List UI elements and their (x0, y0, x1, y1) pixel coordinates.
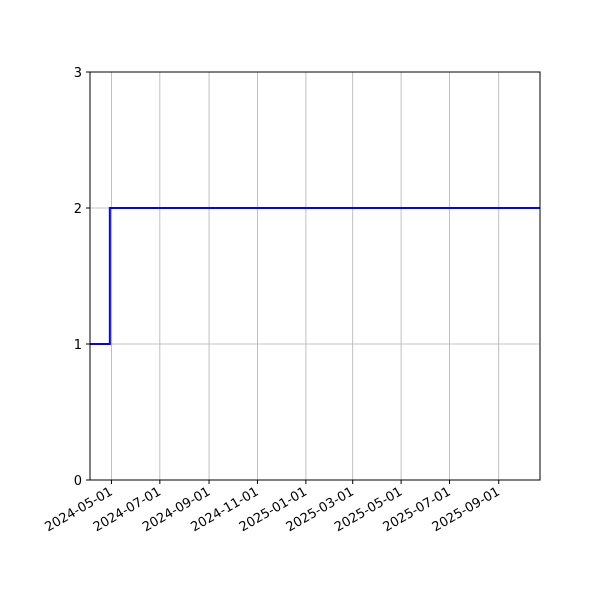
y-tick-label: 1 (74, 338, 82, 353)
series (90, 207, 540, 345)
series-line (90, 207, 540, 345)
plot-frame (89, 71, 541, 481)
y-tick-label: 0 (74, 474, 82, 489)
y-tick-label: 3 (74, 66, 82, 81)
y-tick-label: 2 (74, 202, 82, 217)
grid (90, 71, 540, 481)
